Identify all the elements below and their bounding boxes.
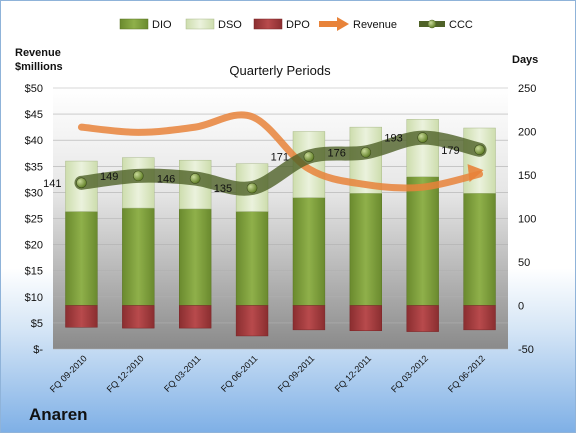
ccc-point bbox=[133, 170, 144, 182]
dpo-bar bbox=[122, 305, 155, 329]
company-name: Anaren bbox=[29, 405, 88, 424]
ccc-data-label: 176 bbox=[327, 147, 345, 159]
legend-swatch-dso bbox=[185, 18, 215, 30]
right-axis: -50 0 50 100 150 200 250 bbox=[518, 83, 536, 356]
ccc-data-label: 179 bbox=[441, 145, 459, 157]
dso-bar bbox=[463, 127, 496, 194]
x-tick-label: FQ 12-2011 bbox=[333, 353, 374, 394]
dpo-bar bbox=[406, 305, 439, 332]
left-tick-label: $10 bbox=[25, 292, 43, 304]
ccc-data-label: 135 bbox=[214, 183, 232, 195]
right-tick-label: 250 bbox=[518, 83, 536, 95]
x-tick-label: FQ 03-2011 bbox=[162, 353, 203, 394]
right-tick-label: -50 bbox=[518, 344, 534, 356]
left-tick-label: $20 bbox=[25, 240, 43, 252]
legend-swatch-dio bbox=[119, 18, 149, 30]
ccc-series: 141 149 146 135 171 176 193 179 bbox=[43, 130, 487, 196]
legend-label-ccc: CCC bbox=[449, 19, 473, 31]
dio-bar bbox=[235, 211, 269, 306]
ccc-data-label: 149 bbox=[100, 171, 118, 183]
ccc-data-label: 141 bbox=[43, 178, 61, 190]
left-tick-label: $50 bbox=[25, 83, 43, 95]
ccc-line bbox=[74, 130, 487, 196]
legend-swatch-revenue bbox=[319, 17, 349, 31]
dpo-bar bbox=[463, 305, 496, 331]
ccc-point bbox=[303, 151, 315, 163]
left-tick-label: $25 bbox=[25, 214, 43, 226]
x-tick-label: FQ 09-2010 bbox=[48, 353, 89, 394]
revenue-arrowhead bbox=[467, 164, 484, 183]
dpo-bar bbox=[65, 305, 98, 328]
legend-label-revenue: Revenue bbox=[353, 19, 397, 31]
left-tick-label: $40 bbox=[25, 135, 43, 147]
legend-label-dpo: DPO bbox=[286, 19, 310, 31]
left-tick-label: $45 bbox=[25, 109, 43, 121]
dio-bar bbox=[406, 176, 439, 306]
right-axis-title: Days bbox=[512, 54, 538, 66]
dio-bar bbox=[122, 207, 155, 306]
left-tick-label: $35 bbox=[25, 161, 43, 173]
left-tick-label: $15 bbox=[25, 266, 43, 278]
dpo-bar bbox=[292, 305, 326, 331]
ccc-point bbox=[76, 177, 87, 189]
dio-bar bbox=[179, 208, 212, 306]
x-tick-label: FQ 12-2010 bbox=[105, 353, 146, 394]
dpo-bar bbox=[235, 305, 269, 337]
left-axis-title-line2: $millions bbox=[15, 61, 63, 73]
dso-bar bbox=[406, 119, 439, 177]
left-tick-label: $5 bbox=[31, 318, 43, 330]
x-axis: FQ 09-2010 FQ 12-2010 FQ 03-2011 FQ 06-2011… bbox=[48, 353, 487, 394]
x-tick-label: FQ 03-2012 bbox=[389, 353, 430, 394]
dpo-bar bbox=[179, 305, 212, 329]
revenue-series bbox=[77, 111, 484, 192]
left-axis-title-line1: Revenue bbox=[15, 47, 61, 59]
dpo-bar bbox=[349, 305, 382, 331]
x-tick-label: FQ 06-2012 bbox=[446, 353, 487, 394]
revenue-line bbox=[77, 111, 484, 192]
ccc-point bbox=[474, 144, 485, 156]
ccc-data-label: 193 bbox=[384, 133, 402, 145]
ccc-data-label: 146 bbox=[157, 173, 175, 185]
ccc-point bbox=[360, 147, 372, 158]
ccc-point bbox=[246, 182, 258, 194]
ccc-point bbox=[417, 132, 428, 143]
right-tick-label: 100 bbox=[518, 214, 536, 226]
legend-label-dio: DIO bbox=[152, 19, 172, 31]
legend: DIO DSO DPO Revenue CCC bbox=[119, 17, 473, 31]
legend-label-dso: DSO bbox=[218, 19, 242, 31]
x-tick-label: FQ 09-2011 bbox=[276, 353, 317, 394]
right-tick-label: 50 bbox=[518, 257, 530, 269]
ccc-data-label: 171 bbox=[271, 152, 289, 164]
dio-bar bbox=[65, 211, 98, 306]
x-tick-label: FQ 06-2011 bbox=[219, 353, 260, 394]
dio-bar bbox=[292, 197, 326, 306]
right-tick-label: 0 bbox=[518, 301, 524, 313]
right-tick-label: 200 bbox=[518, 127, 536, 139]
dio-bar bbox=[463, 193, 496, 306]
left-tick-label: $30 bbox=[25, 187, 43, 199]
ccc-point bbox=[189, 173, 201, 184]
dio-bar bbox=[349, 193, 382, 306]
legend-swatch-dpo bbox=[253, 18, 283, 30]
left-axis: $- $5 $10 $15 $20 $25 $30 $35 $40 $45 $50 bbox=[25, 83, 44, 356]
chart-title: Quarterly Periods bbox=[229, 63, 331, 78]
legend-swatch-ccc bbox=[419, 19, 445, 29]
right-tick-label: 150 bbox=[518, 170, 536, 182]
left-tick-label: $- bbox=[33, 344, 43, 356]
